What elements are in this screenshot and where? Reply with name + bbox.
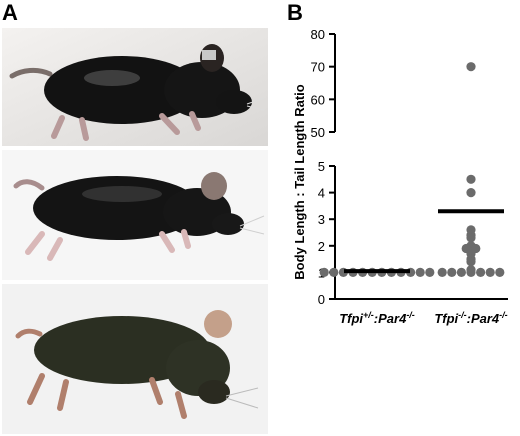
mouse-photo-2	[2, 150, 268, 280]
y-tick-label: 2	[318, 239, 325, 254]
data-point	[466, 233, 476, 243]
y-axis-label: Body Length : Tail Length Ratio	[292, 84, 307, 280]
data-point	[329, 267, 339, 277]
panel-label-b: B	[287, 0, 303, 25]
data-point	[485, 267, 495, 277]
mouse-photo-3	[2, 284, 268, 434]
y-tick-label: 50	[311, 125, 325, 140]
mouse-photo-1	[2, 28, 268, 146]
y-tick-label: 3	[318, 212, 325, 227]
data-point	[466, 267, 476, 277]
data-point	[466, 174, 476, 184]
y-tick-label: 80	[311, 27, 325, 42]
y-tick-label: 0	[318, 292, 325, 307]
data-point	[456, 267, 466, 277]
y-tick-label: 5	[318, 159, 325, 174]
x-tick-label: Tfpi+/-:Par4-/-	[339, 310, 415, 326]
data-point	[466, 257, 476, 267]
data-point	[319, 267, 329, 277]
y-tick-label: 4	[318, 186, 325, 201]
data-point	[447, 267, 457, 277]
y-tick-label: 60	[311, 92, 325, 107]
data-point	[466, 62, 476, 72]
x-tick-label: Tfpi-/-:Par4-/-	[434, 310, 507, 326]
data-point	[425, 267, 435, 277]
data-point	[437, 267, 447, 277]
data-point	[415, 267, 425, 277]
data-point	[495, 267, 505, 277]
panel-label-a: A	[2, 0, 18, 25]
scatter-chart: 01234550607080 Tfpi+/-:Par4-/-Tfpi-/-:Pa…	[292, 27, 508, 326]
data-point	[476, 267, 486, 277]
y-tick-label: 70	[311, 60, 325, 75]
data-point	[466, 188, 476, 198]
